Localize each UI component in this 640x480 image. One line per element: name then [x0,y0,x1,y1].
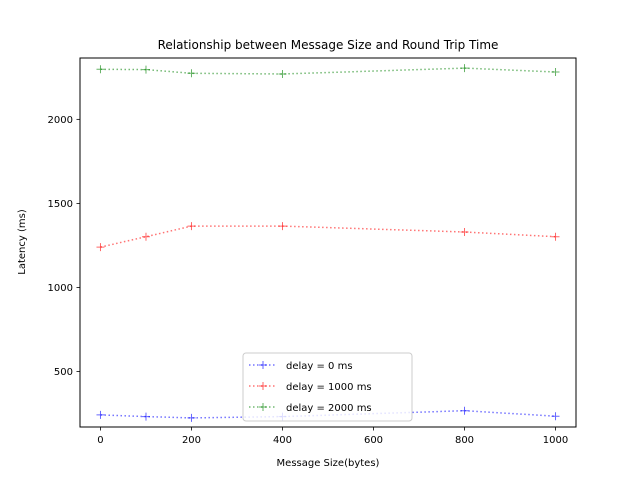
data-point [551,412,560,421]
data-point [96,65,105,74]
legend-label: delay = 2000 ms [286,403,372,414]
legend-box [242,352,413,422]
plot-frame [79,57,577,428]
y-tick-label: 1000 [48,283,73,294]
data-point [187,69,196,78]
data-point [187,222,196,231]
chart-title: Relationship between Message Size and Ro… [158,38,499,52]
x-tick-label: 600 [364,435,383,446]
legend-marker [259,361,267,369]
data-point [96,243,105,252]
y-axis-title: Latency (ms) [17,209,28,275]
x-axis-title: Message Size(bytes) [277,458,380,469]
legend-marker [259,382,267,390]
data-point [141,65,150,74]
y-axis: 500 1000 1500 2000 [48,115,80,378]
series-2 [96,64,560,78]
series-line [100,67,556,75]
legend-label: delay = 1000 ms [286,382,372,393]
data-point [141,232,150,241]
x-tick-label: 200 [182,435,201,446]
legend-marker [259,403,267,411]
x-tick-label: 800 [455,435,474,446]
data-point [278,69,287,78]
data-point [460,64,469,73]
legend-label: delay = 0 ms [286,361,353,372]
data-point [187,413,196,422]
data-point [551,67,560,76]
series-1 [96,222,560,252]
y-tick-label: 1500 [48,199,73,210]
data-point [278,222,287,231]
y-tick-label: 500 [54,367,73,378]
series-line [100,409,556,419]
legend-item: delay = 1000 ms [249,382,372,393]
data-point [96,410,105,419]
x-axis: 0 200 400 600 800 1000 [97,427,568,446]
data-point [551,232,560,241]
legend-item: delay = 2000 ms [249,403,372,414]
x-tick-label: 0 [97,435,103,446]
data-point [460,227,469,236]
x-tick-label: 1000 [543,435,568,446]
data-point [141,412,150,421]
y-tick-label: 2000 [48,115,73,126]
data-point [460,406,469,415]
legend-item: delay = 0 ms [249,361,353,372]
legend: delay = 0 ms delay = 1000 ms delay = 2000 … [242,352,413,422]
x-tick-label: 400 [273,435,292,446]
